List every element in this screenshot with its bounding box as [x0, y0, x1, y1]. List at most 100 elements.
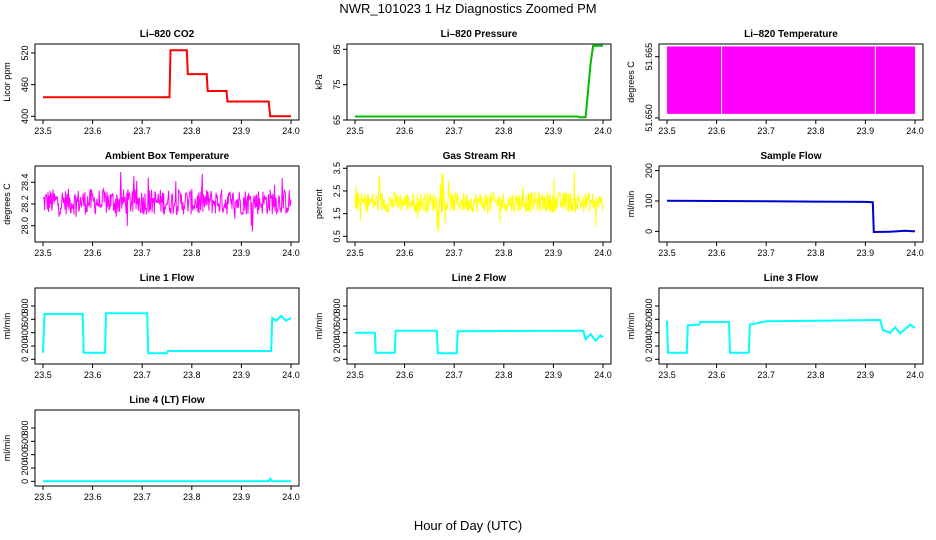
y-tick-label: 400 [20, 109, 30, 124]
x-tick-label: 23.9 [857, 248, 875, 258]
y-axis-label: ml/min [314, 313, 324, 340]
series-line [43, 476, 291, 483]
x-tick-label: 23.6 [396, 370, 414, 380]
x-tick-label: 23.6 [84, 370, 102, 380]
y-tick-label: 200 [20, 338, 30, 353]
panel-title: Line 3 Flow [764, 273, 819, 284]
x-tick-label: 23.6 [84, 492, 102, 502]
x-tick-label: 24.0 [594, 126, 612, 136]
y-tick-label: 200 [332, 338, 342, 353]
series-line [355, 329, 604, 355]
x-tick-label: 23.9 [233, 492, 251, 502]
y-tick-label: 0.5 [332, 230, 342, 243]
x-tick-label: 23.6 [84, 126, 102, 136]
series-line [666, 318, 916, 354]
panel-frame [658, 165, 924, 243]
y-axis-label: ml/min [2, 313, 12, 340]
panel-frame [658, 43, 924, 121]
panel-frame [34, 43, 300, 121]
y-axis-label: kPa [314, 74, 324, 90]
x-tick-label: 23.7 [445, 370, 463, 380]
x-tick-label: 23.9 [857, 126, 875, 136]
panel-title: Li–820 Temperature [744, 29, 838, 40]
series-line2-flow [355, 329, 604, 355]
x-tick-label: 23.5 [34, 370, 52, 380]
series-licor-temp [667, 46, 915, 114]
x-tick-label: 23.5 [658, 370, 676, 380]
y-tick-label: 0 [20, 479, 30, 484]
panel-licor-temp: Li–820 Temperature 23.5 23.6 23.7 23.8 23.9 24… [626, 29, 924, 136]
y-tick-label: 0 [644, 229, 654, 234]
series-line [666, 199, 916, 234]
x-tick-label: 23.8 [183, 370, 201, 380]
series-line [43, 49, 291, 118]
x-tick-label: 23.6 [396, 248, 414, 258]
x-tick-label: 23.9 [545, 370, 563, 380]
panel-title: Li–820 Pressure [441, 29, 518, 40]
y-tick-label: 400 [20, 325, 30, 340]
x-tick-label: 23.8 [495, 126, 513, 136]
x-tick-label: 23.5 [658, 126, 676, 136]
panel-title: Ambient Box Temperature [105, 151, 230, 162]
x-tick-label: 23.8 [807, 126, 825, 136]
panel-title: Line 2 Flow [452, 273, 507, 284]
x-tick-label: 24.0 [282, 248, 300, 258]
x-tick-label: 23.7 [133, 492, 151, 502]
y-tick-label: 800 [20, 298, 30, 313]
x-tick-label: 24.0 [594, 248, 612, 258]
x-tick-label: 23.6 [708, 370, 726, 380]
y-tick-label: 28.0 [20, 217, 30, 235]
panel-line3-flow: Line 3 Flow 23.5 23.6 23.7 23.8 23.9 24.0 0 2004… [626, 273, 924, 380]
series-sample-flow [666, 199, 916, 234]
x-tick-label: 24.0 [906, 248, 924, 258]
y-tick-label: 28.2 [20, 195, 30, 213]
y-tick-label: 2.5 [332, 185, 342, 198]
x-tick-label: 23.7 [133, 248, 151, 258]
panel-line4-flow: Line 4 (LT) Flow 23.5 23.6 23.7 23.8 23.9 24.0… [2, 395, 300, 502]
x-axis-label: Hour of Day (UTC) [413, 518, 523, 533]
y-tick-label: 600 [644, 312, 654, 327]
x-tick-label: 23.7 [445, 126, 463, 136]
x-tick-label: 23.7 [445, 248, 463, 258]
y-axis-label: degrees C [2, 183, 12, 225]
x-tick-label: 23.5 [658, 248, 676, 258]
x-tick-label: 23.8 [183, 248, 201, 258]
panel-co2: Li–820 CO2 23.5 23.6 23.7 23.8 23.9 24.0 400 460… [2, 29, 300, 136]
panel-title: Sample Flow [760, 151, 821, 162]
x-tick-label: 23.7 [133, 370, 151, 380]
panel-line2-flow: Line 2 Flow 23.5 23.6 23.7 23.8 23.9 24.0 0 2004… [314, 273, 612, 380]
y-tick-label: 0 [644, 357, 654, 362]
x-tick-label: 23.6 [396, 126, 414, 136]
series-ambient-temp [42, 171, 292, 232]
series-line [355, 44, 603, 119]
x-tick-label: 23.5 [346, 126, 364, 136]
y-tick-label: 460 [20, 77, 30, 92]
y-axis-label: ml/min [626, 313, 636, 340]
y-tick-label: 3.5 [332, 162, 342, 175]
x-tick-label: 23.9 [545, 126, 563, 136]
x-tick-label: 24.0 [906, 370, 924, 380]
panel-title: Li–820 CO2 [140, 29, 195, 40]
y-axis-label: ml/min [2, 435, 12, 462]
x-tick-label: 23.9 [857, 370, 875, 380]
x-tick-label: 23.5 [346, 370, 364, 380]
x-tick-label: 24.0 [282, 126, 300, 136]
x-tick-label: 24.0 [594, 370, 612, 380]
series-line [42, 171, 292, 232]
panel-frame [346, 287, 612, 365]
y-tick-label: 800 [20, 420, 30, 435]
y-tick-label: 400 [332, 325, 342, 340]
x-tick-label: 23.7 [133, 126, 151, 136]
y-tick-label: 65 [332, 115, 342, 125]
series-gas-rh [354, 171, 604, 232]
y-tick-label: 0 [20, 357, 30, 362]
panel-frame [346, 43, 612, 121]
series-line1-flow [42, 312, 292, 355]
x-tick-label: 23.5 [346, 248, 364, 258]
series-band [667, 46, 915, 114]
panel-gas-rh: Gas Stream RH 23.5 23.6 23.7 23.8 23.9 24.0 0.5… [314, 151, 612, 258]
x-tick-label: 23.5 [34, 248, 52, 258]
y-tick-label: 600 [332, 312, 342, 327]
figure-title: NWR_101023 1 Hz Diagnostics Zoomed PM [339, 1, 597, 16]
y-tick-label: 85 [332, 44, 342, 54]
